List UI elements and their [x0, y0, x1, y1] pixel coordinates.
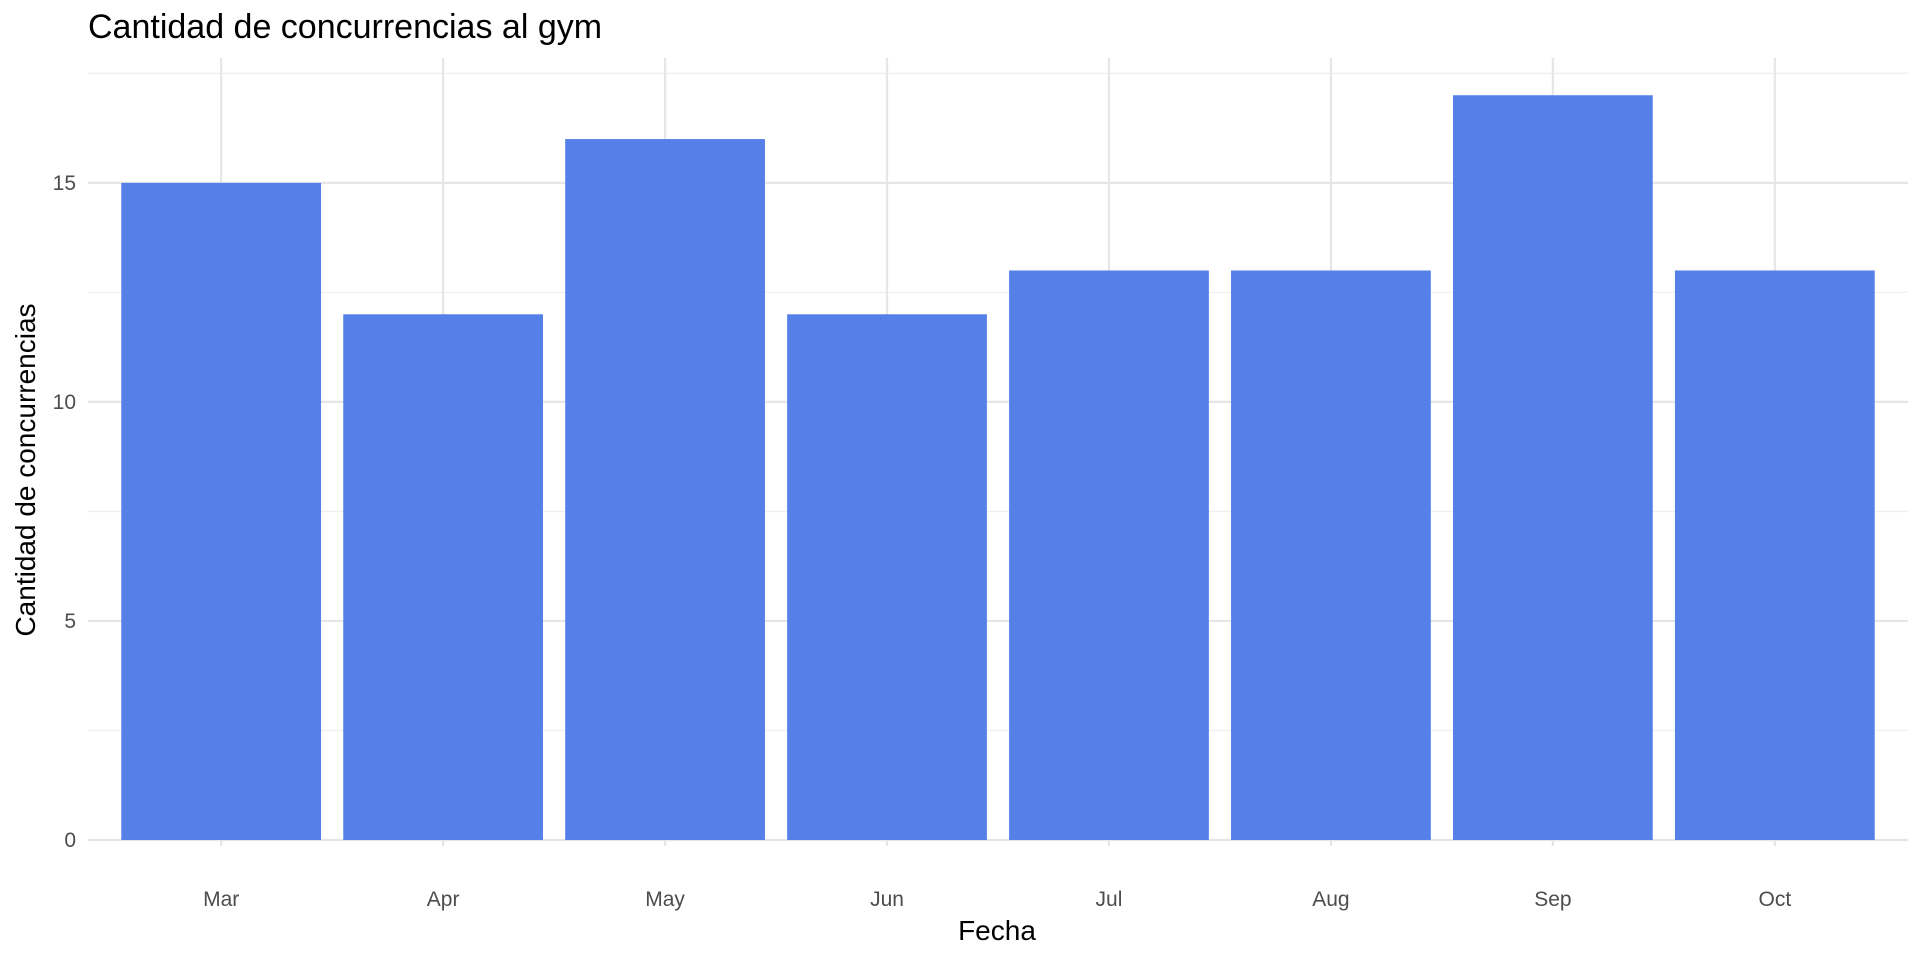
x-tick-label: Jun [870, 888, 904, 911]
bar-mar [121, 182, 322, 840]
bar-jun [787, 314, 987, 840]
x-tick-label: Apr [427, 888, 460, 911]
chart-title: Cantidad de concurrencias al gym [88, 8, 602, 46]
y-tick-label: 0 [64, 829, 76, 852]
y-axis-ticks: 0 5 10 15 [53, 172, 76, 852]
x-axis-title: Fecha [958, 915, 1036, 946]
bar-aug [1231, 270, 1431, 840]
bars [121, 95, 1875, 841]
y-tick-label: 15 [53, 172, 76, 195]
x-tick-label: Jul [1096, 888, 1123, 911]
x-axis-ticks: Mar Apr May Jun Jul Aug Sep Oct [203, 888, 1791, 911]
x-tick-label: Aug [1312, 888, 1349, 911]
y-axis-title: Cantidad de concurrencias [10, 303, 41, 636]
bar-apr [343, 314, 543, 840]
y-tick-label: 10 [53, 391, 76, 414]
x-tick-label: Oct [1758, 888, 1791, 911]
bar-oct [1674, 270, 1875, 840]
x-tick-label: Sep [1534, 888, 1571, 911]
bar-may [565, 139, 765, 841]
x-tick-label: May [645, 888, 685, 911]
bar-jul [1009, 270, 1209, 840]
x-tick-label: Mar [203, 888, 239, 911]
bar-sep [1453, 95, 1653, 840]
y-tick-label: 5 [64, 610, 76, 633]
